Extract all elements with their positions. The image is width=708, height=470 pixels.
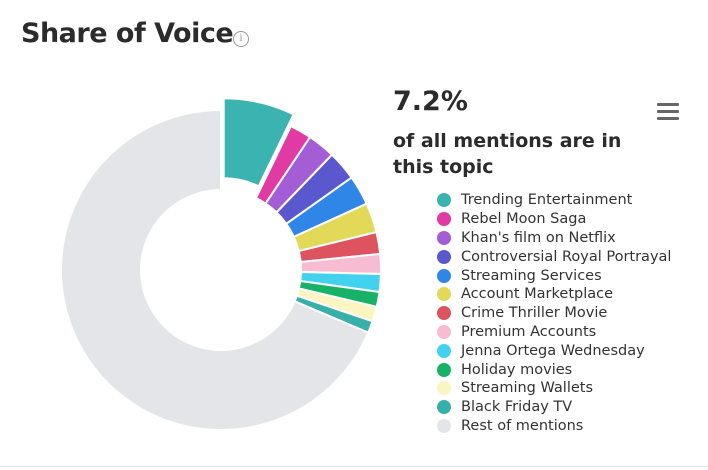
legend-item[interactable]: Account Marketplace	[437, 285, 671, 304]
highlight-percent: 7.2%	[393, 86, 468, 117]
legend-label: Controversial Royal Portrayal	[461, 248, 672, 265]
legend-label: Holiday movies	[461, 361, 573, 378]
legend-label: Rest of mentions	[461, 417, 584, 434]
slice-trending-entertainment[interactable]	[222, 97, 295, 188]
divider	[0, 466, 708, 467]
legend: Trending Entertainment Rebel Moon Saga Kha…	[437, 191, 671, 435]
legend-label: Crime Thriller Movie	[461, 305, 608, 322]
legend-item[interactable]: Trending Entertainment	[437, 191, 671, 210]
legend-item[interactable]: Rebel Moon Saga	[437, 210, 671, 229]
legend-item[interactable]: Crime Thriller Movie	[437, 304, 671, 323]
legend-item[interactable]: Jenna Ortega Wednesday	[437, 341, 671, 360]
legend-marker	[437, 212, 451, 227]
hamburger-menu-icon[interactable]	[657, 103, 679, 121]
legend-marker	[437, 249, 451, 264]
legend-item[interactable]: Controversial Royal Portrayal	[437, 247, 671, 266]
highlight-text: of all mentions are in this topic	[393, 130, 622, 178]
legend-label: Streaming Services	[461, 267, 602, 284]
legend-marker	[437, 381, 451, 396]
legend-marker	[437, 193, 451, 208]
legend-marker	[437, 343, 451, 358]
legend-item[interactable]: Khan's film on Netflix	[437, 229, 671, 248]
legend-marker	[437, 324, 451, 339]
legend-marker	[437, 418, 451, 433]
legend-item[interactable]: Rest of mentions	[437, 417, 671, 436]
legend-marker	[437, 287, 451, 302]
legend-marker	[437, 230, 451, 245]
legend-marker	[437, 268, 451, 283]
legend-label: Khan's film on Netflix	[461, 229, 616, 246]
legend-label: Jenna Ortega Wednesday	[461, 342, 645, 359]
legend-item[interactable]: Streaming Services	[437, 266, 671, 285]
legend-item[interactable]: Premium Accounts	[437, 323, 671, 342]
page-title: Share of Voice	[21, 18, 234, 49]
legend-item[interactable]: Black Friday TV	[437, 398, 671, 417]
legend-label: Rebel Moon Saga	[461, 211, 587, 228]
legend-label: Trending Entertainment	[461, 192, 633, 209]
legend-label: Account Marketplace	[461, 286, 614, 303]
legend-label: Streaming Wallets	[461, 380, 594, 397]
legend-marker	[437, 306, 451, 321]
slice-rest-of-mentions[interactable]	[60, 108, 370, 431]
legend-label: Premium Accounts	[461, 323, 597, 340]
legend-item[interactable]: Holiday movies	[437, 360, 671, 379]
legend-marker	[437, 400, 451, 415]
legend-item[interactable]: Streaming Wallets	[437, 379, 671, 398]
legend-label: Black Friday TV	[461, 399, 573, 416]
info-icon[interactable]: i	[233, 31, 249, 47]
legend-marker	[437, 362, 451, 377]
